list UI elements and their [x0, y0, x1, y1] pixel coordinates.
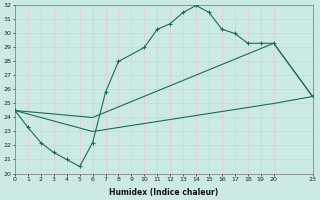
- X-axis label: Humidex (Indice chaleur): Humidex (Indice chaleur): [109, 188, 218, 197]
